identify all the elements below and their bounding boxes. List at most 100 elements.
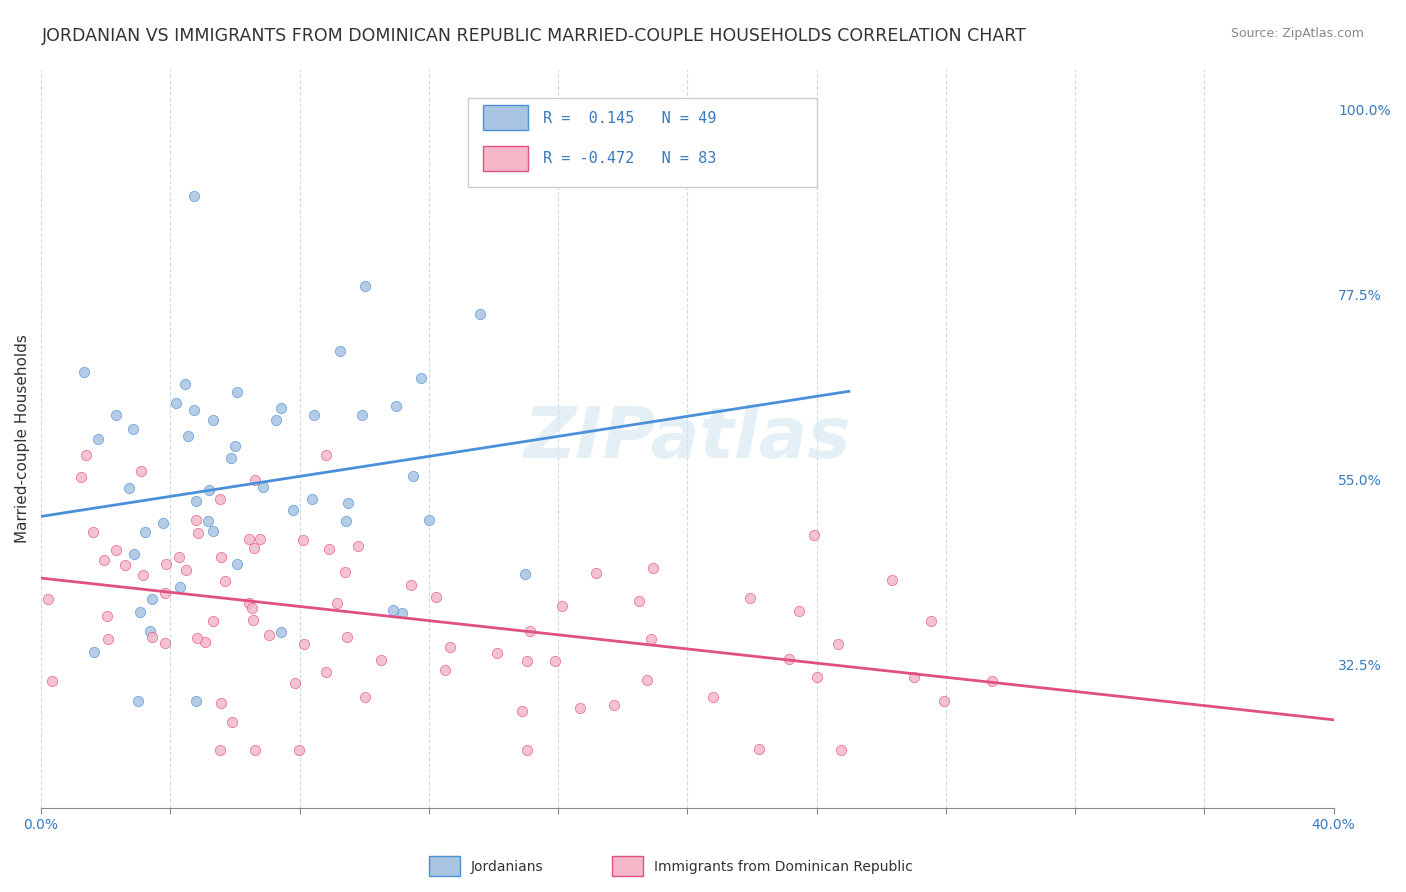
Point: [167, 549, 190, 564]
Point: [301, 491, 323, 506]
Point: [209, 696, 232, 710]
Point: [249, 532, 271, 546]
Point: [242, 613, 264, 627]
Point: [702, 690, 724, 704]
Point: [105, 543, 128, 558]
Point: [513, 566, 536, 581]
Point: [201, 524, 224, 538]
Point: [153, 585, 176, 599]
Point: [37, 592, 59, 607]
Point: [174, 563, 197, 577]
FancyBboxPatch shape: [484, 105, 529, 130]
Point: [209, 492, 232, 507]
Point: [184, 494, 207, 508]
Point: [318, 541, 340, 556]
Point: [169, 580, 191, 594]
Point: [292, 637, 315, 651]
Point: [778, 652, 800, 666]
Point: [197, 514, 219, 528]
Point: [104, 408, 127, 422]
Point: [468, 307, 491, 321]
Text: JORDANIAN VS IMMIGRANTS FROM DOMINICAN REPUBLIC MARRIED-COUPLE HOUSEHOLDS CORREL: JORDANIAN VS IMMIGRANTS FROM DOMINICAN R…: [42, 27, 1026, 45]
Point: [198, 483, 221, 497]
Point: [41, 674, 63, 689]
Point: [352, 408, 374, 422]
Point: [194, 635, 217, 649]
Point: [214, 574, 236, 588]
Point: [640, 632, 662, 646]
Point: [346, 539, 368, 553]
Point: [114, 558, 136, 573]
Point: [636, 673, 658, 688]
Point: [544, 654, 567, 668]
Point: [603, 698, 626, 712]
Point: [425, 590, 447, 604]
Point: [337, 496, 360, 510]
Point: [284, 675, 307, 690]
Point: [224, 439, 246, 453]
Point: [787, 604, 810, 618]
Point: [382, 603, 405, 617]
Point: [315, 448, 337, 462]
Point: [201, 413, 224, 427]
Point: [516, 743, 538, 757]
Point: [433, 663, 456, 677]
Point: [920, 614, 942, 628]
Point: [336, 630, 359, 644]
Point: [225, 557, 247, 571]
Point: [981, 673, 1004, 688]
Point: [208, 743, 231, 757]
Point: [288, 743, 311, 757]
Y-axis label: Married-couple Households: Married-couple Households: [15, 334, 30, 542]
Point: [243, 541, 266, 555]
Point: [184, 513, 207, 527]
Point: [335, 514, 357, 528]
Point: [127, 694, 149, 708]
Point: [93, 552, 115, 566]
FancyBboxPatch shape: [429, 856, 460, 876]
Point: [259, 628, 281, 642]
Point: [129, 605, 152, 619]
Text: Immigrants from Dominican Republic: Immigrants from Dominican Republic: [654, 860, 912, 874]
Point: [903, 670, 925, 684]
Point: [292, 533, 315, 548]
Point: [82, 524, 104, 539]
Point: [270, 401, 292, 416]
Point: [738, 591, 761, 606]
Point: [118, 481, 141, 495]
FancyBboxPatch shape: [484, 146, 529, 170]
Point: [152, 516, 174, 531]
Point: [69, 470, 91, 484]
FancyBboxPatch shape: [612, 856, 643, 876]
Point: [225, 385, 247, 400]
Point: [240, 601, 263, 615]
Point: [86, 432, 108, 446]
Point: [333, 565, 356, 579]
Point: [385, 399, 408, 413]
Point: [401, 577, 423, 591]
Point: [302, 408, 325, 422]
Point: [827, 637, 849, 651]
Point: [83, 644, 105, 658]
Point: [516, 654, 538, 668]
Point: [165, 396, 187, 410]
Point: [568, 701, 591, 715]
Point: [803, 528, 825, 542]
Point: [880, 574, 903, 588]
Point: [134, 525, 156, 540]
Point: [129, 464, 152, 478]
Point: [132, 567, 155, 582]
Point: [585, 566, 607, 581]
Point: [283, 503, 305, 517]
Point: [124, 547, 146, 561]
Point: [409, 370, 432, 384]
Point: [418, 513, 440, 527]
Point: [186, 631, 208, 645]
Point: [748, 742, 770, 756]
Point: [221, 450, 243, 465]
Point: [354, 690, 377, 704]
Point: [201, 614, 224, 628]
Point: [141, 630, 163, 644]
Point: [252, 480, 274, 494]
Point: [96, 608, 118, 623]
